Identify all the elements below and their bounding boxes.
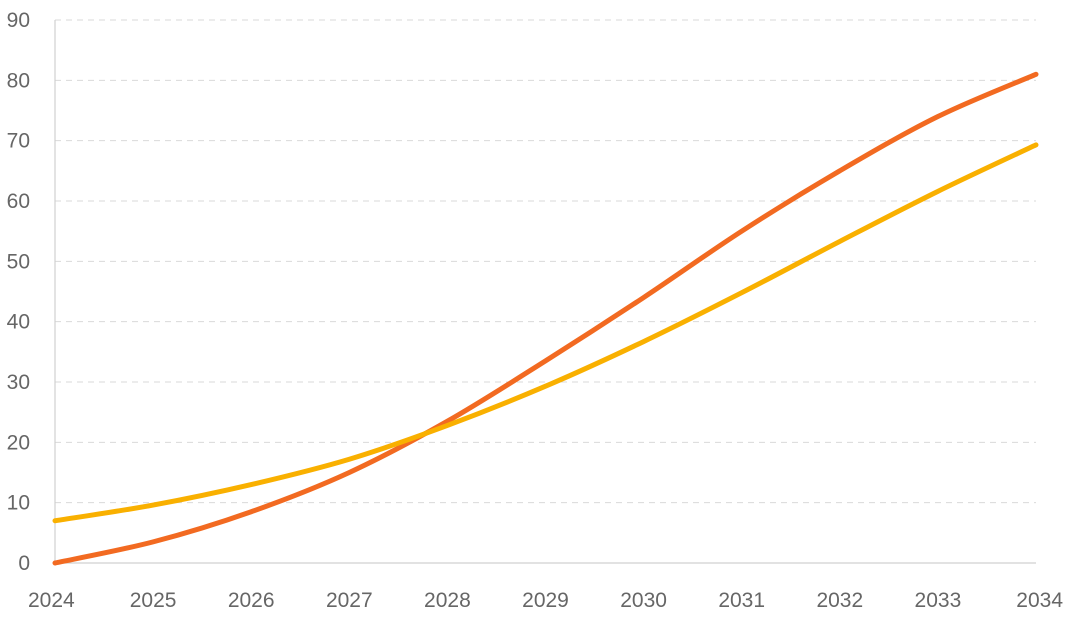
x-tick-label: 2024 xyxy=(28,589,75,612)
series-layer xyxy=(52,71,1039,566)
y-tick-label: 80 xyxy=(7,69,30,92)
y-tick-label: 30 xyxy=(7,371,30,394)
y-tick-label: 60 xyxy=(7,190,30,213)
series-line-2 xyxy=(52,142,1039,524)
y-tick-label: 10 xyxy=(7,492,30,515)
x-tick-label: 2028 xyxy=(424,589,471,612)
x-tick-label: 2025 xyxy=(130,589,177,612)
y-tick-label: 70 xyxy=(7,130,30,153)
x-tick-label: 2033 xyxy=(915,589,962,612)
x-tick-label: 2027 xyxy=(326,589,373,612)
x-tick-label: 2034 xyxy=(1016,589,1063,612)
series-line-1 xyxy=(52,71,1039,566)
y-tick-label: 90 xyxy=(7,9,30,32)
x-tick-label: 2030 xyxy=(620,589,667,612)
y-tick-label: 0 xyxy=(18,552,30,575)
y-tick-label: 20 xyxy=(7,431,30,454)
y-tick-label: 50 xyxy=(7,250,30,273)
x-axis-tick-labels: 2024 2025 2026 2027 2028 2029 2030 2031 2032 2033… xyxy=(28,589,1063,612)
x-tick-label: 2031 xyxy=(718,589,765,612)
x-tick-label: 2029 xyxy=(522,589,569,612)
y-tick-label: 40 xyxy=(7,311,30,334)
x-tick-label: 2026 xyxy=(228,589,275,612)
axis-layer xyxy=(54,20,1036,564)
x-tick-label: 2032 xyxy=(816,589,863,612)
grid-layer xyxy=(55,19,1036,504)
y-axis-tick-labels: 0 10 20 30 40 50 60 70 80 90 xyxy=(7,9,30,575)
